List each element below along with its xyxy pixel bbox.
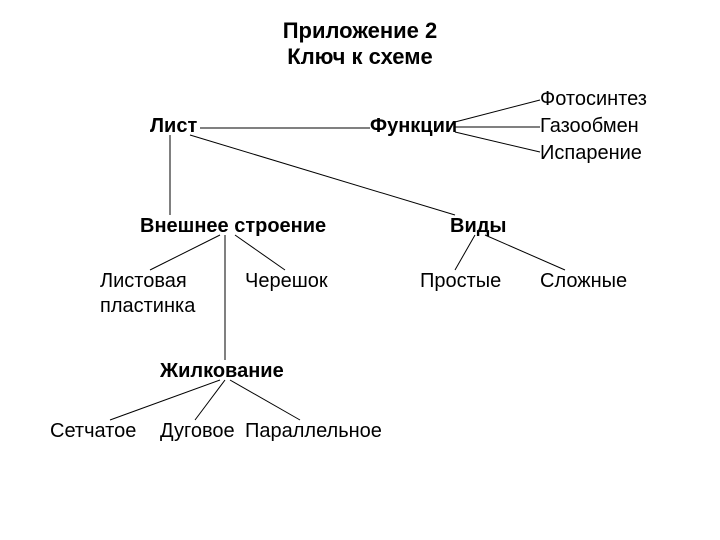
diagram-stage: Приложение 2 Ключ к схеме Лист Функции Ф… — [0, 0, 720, 540]
title-text-1: Приложение 2 — [283, 18, 438, 43]
node-complex: Сложные — [540, 270, 627, 293]
node-blade-line1: Листовая — [100, 270, 187, 293]
node-leaf: Лист — [150, 115, 197, 138]
node-petiole: Черешок — [245, 270, 328, 293]
title-line-1: Приложение 2 — [0, 18, 720, 44]
node-types: Виды — [450, 215, 507, 238]
node-arc-label: Дуговое — [160, 420, 235, 442]
node-fn3-label: Испарение — [540, 142, 642, 164]
node-parallel-label: Параллельное — [245, 420, 382, 442]
node-venation-arc: Дуговое — [160, 420, 235, 443]
node-net-label: Сетчатое — [50, 420, 136, 442]
node-venation-parallel: Параллельное — [245, 420, 382, 443]
node-petiole-label: Черешок — [245, 270, 328, 292]
node-blade-line2: пластинка — [100, 295, 195, 318]
node-fn2-label: Газообмен — [540, 115, 639, 137]
node-blade2-label: пластинка — [100, 295, 195, 317]
node-fn-photosynthesis: Фотосинтез — [540, 88, 647, 111]
node-venation: Жилкование — [160, 360, 284, 383]
node-leaf-label: Лист — [150, 115, 197, 137]
node-venation-label: Жилкование — [160, 360, 284, 382]
node-fn-evaporation: Испарение — [540, 142, 642, 165]
node-complex-label: Сложные — [540, 270, 627, 292]
node-functions: Функции — [370, 115, 457, 138]
node-simple-label: Простые — [420, 270, 501, 292]
title-text-2: Ключ к схеме — [287, 44, 432, 69]
node-venation-net: Сетчатое — [50, 420, 136, 443]
node-fn-gas-exchange: Газообмен — [540, 115, 639, 138]
node-types-label: Виды — [450, 215, 507, 237]
node-functions-label: Функции — [370, 115, 457, 137]
node-blade1-label: Листовая — [100, 270, 187, 292]
title-line-2: Ключ к схеме — [0, 44, 720, 70]
node-fn1-label: Фотосинтез — [540, 88, 647, 110]
node-external-label: Внешнее строение — [140, 215, 326, 237]
node-external-structure: Внешнее строение — [140, 215, 326, 238]
node-simple: Простые — [420, 270, 501, 293]
